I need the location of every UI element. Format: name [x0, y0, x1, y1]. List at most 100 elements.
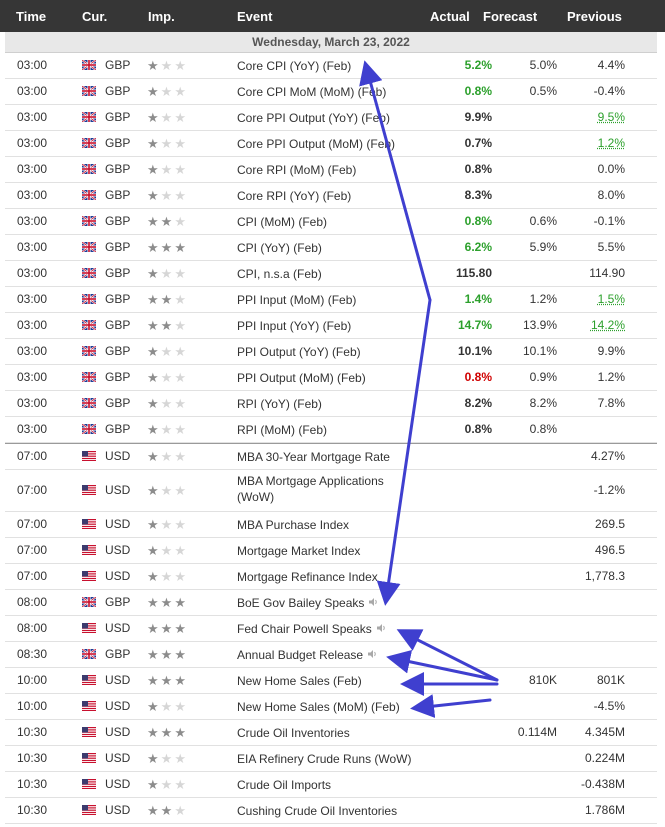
col-actual[interactable]: Actual	[430, 9, 470, 24]
event-name[interactable]: Core CPI (YoY) (Feb)	[237, 58, 351, 74]
table-row[interactable]: 03:00 GBP ★★★ Core PPI Output (MoM) (Feb) 0.…	[5, 131, 657, 157]
importance-stars: ★★★	[147, 345, 188, 358]
table-row[interactable]: 10:30 USD ★★★ EIA Refinery Crude Runs (WoW)…	[5, 746, 657, 772]
forecast-value: 0.6%	[529, 214, 557, 228]
previous-value: -0.4%	[593, 84, 625, 98]
event-name-text: Annual Budget Release	[237, 648, 364, 662]
table-row[interactable]: 08:30 GBP ★★★ Annual Budget Release	[5, 642, 657, 668]
table-row[interactable]: 10:30 USD ★★★ Cushing Crude Oil Inventories…	[5, 798, 657, 824]
table-row[interactable]: 10:30 USD ★★★ Crude Oil Imports -0.438M	[5, 772, 657, 798]
event-currency: USD	[105, 803, 131, 817]
star-icon: ★	[147, 318, 161, 333]
event-name[interactable]: Annual Budget Release	[237, 647, 381, 664]
table-row[interactable]: 03:00 GBP ★★★ Core CPI MoM (MoM) (Feb) 0.8% 0…	[5, 79, 657, 105]
col-forecast[interactable]: Forecast	[483, 9, 538, 24]
star-icon: ★	[174, 162, 188, 177]
event-name[interactable]: CPI, n.s.a (Feb)	[237, 266, 322, 282]
table-row[interactable]: 03:00 GBP ★★★ PPI Output (MoM) (Feb) 0.8% 0.9…	[5, 365, 657, 391]
event-name[interactable]: Core PPI Output (MoM) (Feb)	[237, 136, 395, 152]
table-row[interactable]: 03:00 GBP ★★★ RPI (MoM) (Feb) 0.8% 0.8%	[5, 417, 657, 443]
event-name[interactable]: Mortgage Refinance Index	[237, 569, 378, 585]
star-icon: ★	[174, 58, 188, 73]
event-name[interactable]: CPI (MoM) (Feb)	[237, 214, 327, 230]
star-icon: ★	[174, 673, 188, 688]
star-icon: ★	[174, 725, 188, 740]
event-currency: USD	[105, 621, 131, 635]
event-name[interactable]: Core RPI (YoY) (Feb)	[237, 188, 351, 204]
previous-value: 4.4%	[597, 58, 625, 72]
actual-value: 1.4%	[464, 292, 492, 306]
table-row[interactable]: 10:30 USD ★★★ Crude Oil Inventories 0.114M 4.…	[5, 720, 657, 746]
table-row[interactable]: 10:00 USD ★★★ New Home Sales (MoM) (Feb) -4.…	[5, 694, 657, 720]
table-row[interactable]: 03:00 GBP ★★★ Core RPI (MoM) (Feb) 0.8% 0.0%	[5, 157, 657, 183]
table-row[interactable]: 03:00 GBP ★★★ PPI Input (YoY) (Feb) 14.7% 13.…	[5, 313, 657, 339]
table-row[interactable]: 08:00 USD ★★★ Fed Chair Powell Speaks	[5, 616, 657, 642]
table-row[interactable]: 03:00 GBP ★★★ Core PPI Output (YoY) (Feb) 9.…	[5, 105, 657, 131]
uk-flag-icon	[82, 112, 96, 122]
table-row[interactable]: 03:00 GBP ★★★ CPI (MoM) (Feb) 0.8% 0.6% -0.1%	[5, 209, 657, 235]
table-row[interactable]: 03:00 GBP ★★★ Core CPI (YoY) (Feb) 5.2% 5.0% 4…	[5, 53, 657, 79]
star-icon: ★	[174, 110, 188, 125]
us-flag-icon	[82, 701, 96, 711]
event-name[interactable]: Core RPI (MoM) (Feb)	[237, 162, 356, 178]
event-name[interactable]: PPI Input (MoM) (Feb)	[237, 292, 356, 308]
star-icon: ★	[147, 595, 161, 610]
star-icon: ★	[160, 449, 175, 464]
event-currency: GBP	[105, 240, 131, 254]
event-time: 10:30	[17, 803, 48, 817]
actual-value: 9.9%	[464, 110, 492, 124]
event-name[interactable]: Crude Oil Imports	[237, 777, 331, 793]
col-importance[interactable]: Imp.	[148, 9, 175, 24]
event-time: 10:30	[17, 725, 48, 739]
table-row[interactable]: 03:00 GBP ★★★ RPI (YoY) (Feb) 8.2% 8.2% 7.8%	[5, 391, 657, 417]
previous-value: 269.5	[594, 517, 625, 531]
table-row[interactable]: 03:00 GBP ★★★ CPI (YoY) (Feb) 6.2% 5.9% 5.5%	[5, 235, 657, 261]
event-name[interactable]: Core CPI MoM (MoM) (Feb)	[237, 84, 386, 100]
event-name[interactable]: New Home Sales (MoM) (Feb)	[237, 699, 400, 715]
star-icon: ★	[160, 517, 175, 532]
table-row[interactable]: 07:00 USD ★★★ Mortgage Market Index 496.5	[5, 538, 657, 564]
col-time[interactable]: Time	[16, 9, 47, 24]
actual-value: 0.8%	[464, 162, 492, 176]
event-name[interactable]: MBA Purchase Index	[237, 517, 349, 533]
table-row[interactable]: 03:00 GBP ★★★ CPI, n.s.a (Feb) 115.80 114.90	[5, 261, 657, 287]
event-name[interactable]: Crude Oil Inventories	[237, 725, 350, 741]
table-row[interactable]: 07:00 USD ★★★ MBA 30-Year Mortgage Rate 4.27…	[5, 443, 657, 470]
event-name-text: CPI (YoY) (Feb)	[237, 241, 322, 255]
event-name[interactable]: Cushing Crude Oil Inventories	[237, 803, 397, 819]
event-name[interactable]: PPI Output (MoM) (Feb)	[237, 370, 366, 386]
table-row[interactable]: 07:00 USD ★★★ MBA Purchase Index 269.5	[5, 512, 657, 538]
event-name[interactable]: PPI Input (YoY) (Feb)	[237, 318, 351, 334]
event-name-text: New Home Sales (MoM) (Feb)	[237, 700, 400, 714]
star-icon: ★	[160, 240, 175, 255]
event-name[interactable]: PPI Output (YoY) (Feb)	[237, 344, 361, 360]
table-row[interactable]: 03:00 GBP ★★★ Core RPI (YoY) (Feb) 8.3% 8.0%	[5, 183, 657, 209]
event-name[interactable]: MBA 30-Year Mortgage Rate	[237, 449, 390, 465]
event-name[interactable]: CPI (YoY) (Feb)	[237, 240, 322, 256]
col-currency[interactable]: Cur.	[82, 9, 108, 24]
importance-stars: ★★★	[147, 111, 188, 124]
col-previous[interactable]: Previous	[567, 9, 622, 24]
event-name[interactable]: RPI (MoM) (Feb)	[237, 422, 327, 438]
event-name[interactable]: Fed Chair Powell Speaks	[237, 621, 390, 638]
event-name-text: Cushing Crude Oil Inventories	[237, 804, 398, 818]
event-name[interactable]: Mortgage Market Index	[237, 543, 360, 559]
importance-stars: ★★★	[147, 85, 188, 98]
uk-flag-icon	[82, 346, 96, 356]
table-row[interactable]: 07:00 USD ★★★ MBA Mortgage Applications (WoW…	[5, 469, 657, 512]
event-name[interactable]: RPI (YoY) (Feb)	[237, 396, 322, 412]
table-row[interactable]: 10:00 USD ★★★ New Home Sales (Feb) 810K 801K	[5, 668, 657, 694]
table-row[interactable]: 07:00 USD ★★★ Mortgage Refinance Index 1,778…	[5, 564, 657, 590]
table-row[interactable]: 03:00 GBP ★★★ PPI Input (MoM) (Feb) 1.4% 1.2%…	[5, 287, 657, 313]
event-name[interactable]: Core PPI Output (YoY) (Feb)	[237, 110, 390, 126]
event-name[interactable]: New Home Sales (Feb)	[237, 673, 362, 689]
table-row[interactable]: 03:00 GBP ★★★ PPI Output (YoY) (Feb) 10.1% 10…	[5, 339, 657, 365]
event-name[interactable]: MBA Mortgage Applications (WoW)	[237, 473, 384, 505]
event-time: 03:00	[17, 396, 48, 410]
event-name[interactable]: EIA Refinery Crude Runs (WoW)	[237, 751, 412, 767]
table-row[interactable]: 08:00 GBP ★★★ BoE Gov Bailey Speaks	[5, 590, 657, 616]
col-event[interactable]: Event	[237, 9, 273, 24]
event-name[interactable]: BoE Gov Bailey Speaks	[237, 595, 382, 612]
star-icon: ★	[160, 543, 175, 558]
event-currency: GBP	[105, 136, 131, 150]
